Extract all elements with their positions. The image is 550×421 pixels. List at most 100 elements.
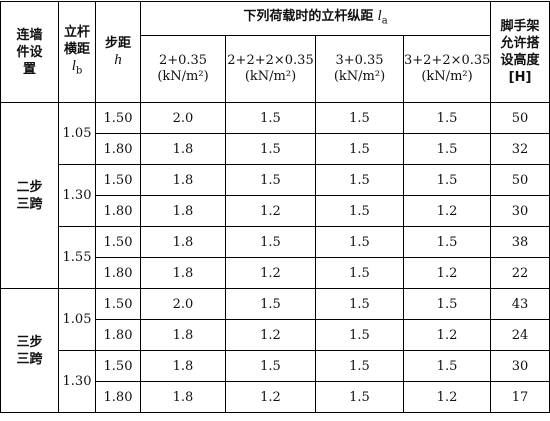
- header-cell: 3+0.35 (kN/m²): [315, 35, 404, 103]
- step: 1.50: [95, 164, 141, 196]
- transverse: 1.05: [58, 102, 96, 165]
- load-value: 3+2+2×0.35: [404, 53, 491, 68]
- load-value: 2+0.35: [158, 53, 208, 68]
- transverse: 1.05: [58, 288, 96, 351]
- transverse: 1.30: [58, 164, 96, 227]
- spacing: 1.8: [140, 350, 226, 382]
- header-text: 步距: [104, 36, 131, 51]
- table-row: 1.55 1.50 1.8 1.5 1.5 1.5 38: [1, 226, 550, 289]
- table-row: 1.80 1.8 1.2 1.5 1.2 22: [1, 257, 550, 289]
- transverse: 1.55: [58, 226, 96, 289]
- step: 1.80: [95, 381, 141, 413]
- table-row: 1.80 1.8 1.2 1.5 1.2 30: [1, 195, 550, 227]
- spacing: 1.5: [315, 226, 404, 258]
- height: 38: [490, 226, 550, 258]
- spacing: 2.0: [140, 102, 226, 134]
- spacing: 1.5: [315, 257, 404, 289]
- transverse: 1.30: [58, 350, 96, 413]
- spacing: 1.5: [315, 350, 404, 382]
- load-unit: (kN/m²): [333, 69, 386, 84]
- table-row: 1.80 1.8 1.5 1.5 1.5 32: [1, 133, 550, 165]
- height: 50: [490, 102, 550, 134]
- spacing: 1.8: [140, 319, 226, 351]
- height: 17: [490, 381, 550, 413]
- spacing: 1.5: [225, 164, 316, 196]
- spacing: 1.5: [225, 226, 316, 258]
- header-cell: 脚手架允许搭设高度[H]: [490, 1, 550, 103]
- spacing: 1.8: [140, 226, 226, 258]
- table-row: 1.80 1.8 1.2 1.5 1.2 24: [1, 319, 550, 351]
- table-row: 二步三跨 1.05 1.50 2.0 1.5 1.5 1.5 50: [0, 102, 550, 289]
- spacing: 1.8: [140, 381, 226, 413]
- header-text: 脚手架允许搭设高度[H]: [500, 19, 540, 85]
- spacing: 1.5: [402, 350, 492, 382]
- header-text: 立杆横距: [63, 25, 90, 58]
- wall-tie: 二步三跨: [16, 179, 43, 212]
- table-header: 连墙件设置 立杆横距 lb 步距 h 下列荷载时的立杆纵距 la 脚手架允许搭设…: [0, 1, 550, 103]
- load-unit: (kN/m²): [157, 69, 209, 84]
- spacing: 1.5: [315, 133, 404, 165]
- height: 30: [490, 195, 550, 227]
- spacing: 1.5: [402, 288, 492, 320]
- symbol: h: [114, 52, 122, 68]
- step: 1.50: [95, 350, 141, 382]
- header-cell: 下列荷载时的立杆纵距 la: [139, 1, 492, 36]
- height: 22: [490, 257, 550, 289]
- spacing: 1.5: [225, 133, 316, 165]
- cell: 三步三跨: [0, 288, 59, 413]
- step: 1.50: [95, 102, 141, 134]
- spacing: 1.5: [315, 102, 404, 134]
- spacing: 1.5: [402, 226, 492, 258]
- subscript: a: [381, 15, 388, 27]
- spacing: 1.5: [402, 164, 492, 196]
- spacing: 1.5: [402, 133, 492, 165]
- step: 1.80: [95, 133, 141, 165]
- height: 30: [490, 350, 550, 382]
- table-row: 1.30 1.50 1.8 1.5 1.5 1.5 30: [1, 350, 550, 413]
- load-value: 2+2+2×0.35: [227, 53, 314, 68]
- spacing: 1.2: [402, 257, 492, 289]
- table-row: 1.80 1.8 1.2 1.5 1.2 17: [1, 381, 550, 413]
- spacing: 1.5: [225, 288, 316, 320]
- load-unit: (kN/m²): [421, 69, 473, 84]
- spacing: 1.2: [225, 195, 316, 227]
- spacing: 1.5: [315, 319, 404, 351]
- step: 1.50: [95, 226, 141, 258]
- header-row: 2+0.35 (kN/m²) 2+2+2×0.35 (kN/m²) 3+0.35 (kN/…: [1, 35, 550, 103]
- spacing: 1.8: [140, 257, 226, 289]
- subscript: b: [75, 65, 83, 77]
- spacing: 1.2: [225, 257, 316, 289]
- step: 1.80: [95, 257, 141, 289]
- spacing: 1.8: [140, 133, 226, 165]
- symbol: l: [377, 7, 382, 24]
- spacing: 1.5: [315, 381, 404, 413]
- spacing: 1.2: [402, 381, 492, 413]
- table-row: 1.30 1.50 1.8 1.5 1.5 1.5 50: [1, 164, 550, 227]
- step: 1.50: [95, 288, 141, 320]
- load-value: 3+0.35: [335, 53, 384, 68]
- spacing: 1.2: [225, 319, 316, 351]
- header-cell: 2+0.35 (kN/m²): [140, 35, 226, 103]
- spacing: 1.5: [315, 164, 404, 196]
- step: 1.80: [95, 319, 141, 351]
- spacing: 1.2: [402, 319, 492, 351]
- symbol: l: [71, 58, 76, 75]
- spacing: 2.0: [140, 288, 226, 320]
- spacing: 1.2: [402, 195, 492, 227]
- header-cell: 立杆横距 lb: [58, 1, 96, 103]
- header-row: 连墙件设置 立杆横距 lb 步距 h 下列荷载时的立杆纵距 la 脚手架允许搭设…: [0, 1, 550, 103]
- load-unit: (kN/m²): [244, 69, 297, 84]
- header-cell: 2+2+2×0.35 (kN/m²): [225, 35, 316, 103]
- spacing: 1.5: [225, 350, 316, 382]
- spacing: 1.8: [140, 195, 226, 227]
- spacing: 1.5: [225, 102, 316, 134]
- cell: 二步三跨: [0, 102, 59, 289]
- header-cell: 3+2+2×0.35 (kN/m²): [402, 35, 492, 103]
- height: 43: [490, 288, 550, 320]
- header-text: 下列荷载时的立杆纵距: [243, 8, 374, 24]
- spacing: 1.5: [315, 288, 404, 320]
- spacing: 1.5: [315, 195, 404, 227]
- spacing: 1.5: [402, 102, 492, 134]
- step: 1.80: [95, 195, 141, 227]
